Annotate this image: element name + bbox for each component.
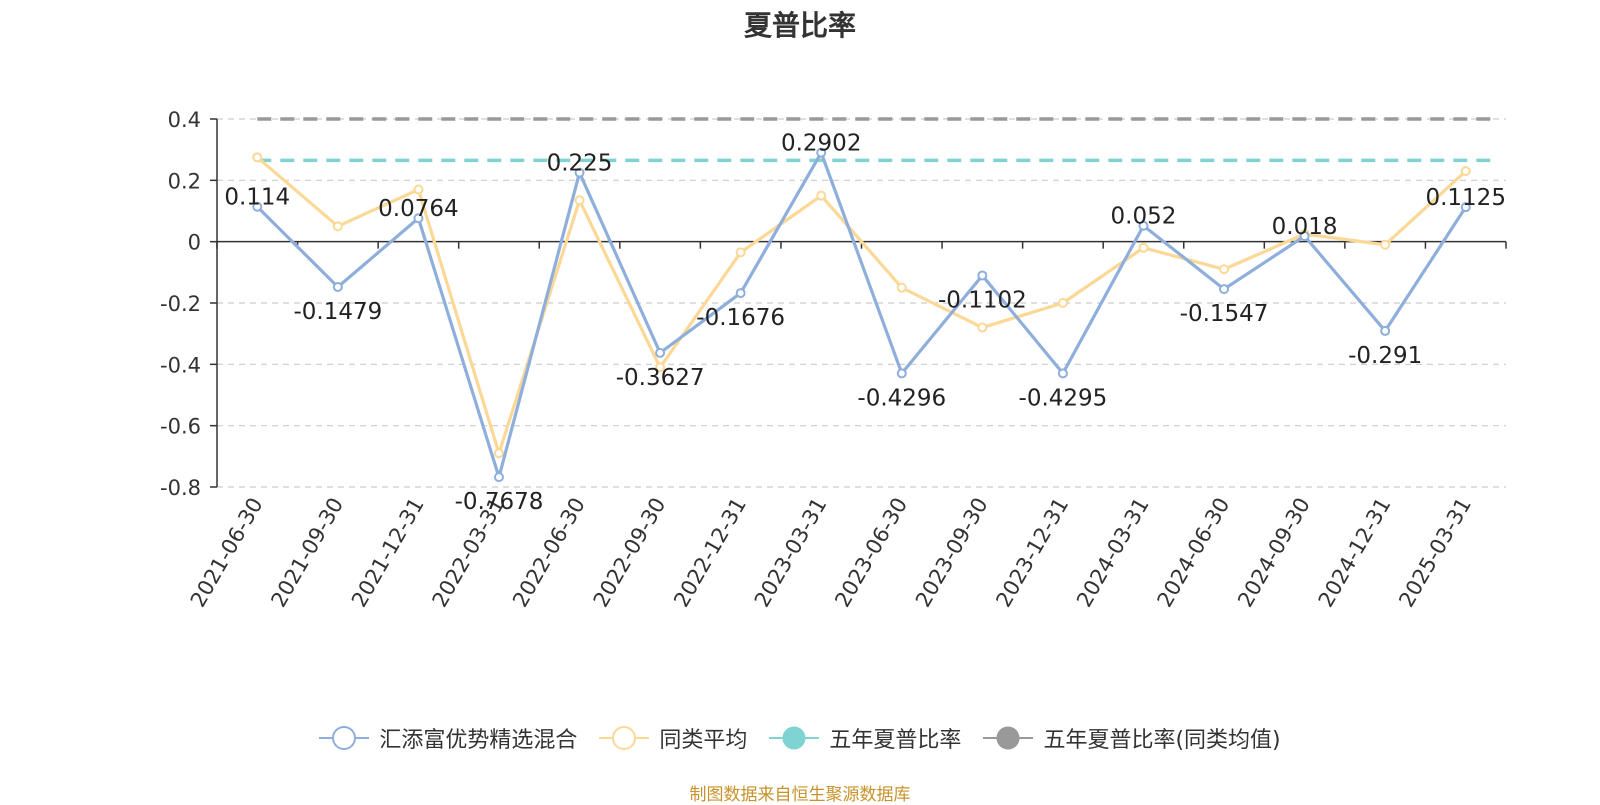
data-label: 0.225 bbox=[547, 151, 613, 177]
data-label: -0.4296 bbox=[857, 385, 946, 411]
legend-item[interactable]: 五年夏普比率 bbox=[769, 722, 961, 754]
series-line bbox=[256, 156, 1467, 455]
data-point bbox=[816, 147, 827, 158]
x-tick-label: 2021-06-30 bbox=[186, 494, 268, 612]
legend-marker-icon bbox=[983, 726, 1034, 750]
data-point bbox=[493, 448, 504, 459]
data-label: -0.4295 bbox=[1019, 385, 1108, 411]
y-tick-label: 0 bbox=[188, 231, 201, 255]
data-point bbox=[493, 472, 504, 483]
chart-title: 夏普比率 bbox=[743, 9, 856, 42]
data-point bbox=[1057, 368, 1068, 379]
series-line bbox=[256, 151, 1468, 479]
x-tick-label: 2023-03-31 bbox=[750, 494, 832, 612]
data-point bbox=[574, 195, 585, 206]
legend-item[interactable]: 汇添富优势精选混合 bbox=[319, 722, 577, 754]
data-labels: 0.114 -0.1479 0.0764 -0.7678 0.225 -0.3627 -0.… bbox=[224, 131, 1506, 515]
data-label: -0.1479 bbox=[293, 299, 382, 325]
data-point bbox=[413, 184, 424, 195]
data-point bbox=[1219, 284, 1230, 295]
x-tick-label: 2023-12-31 bbox=[991, 494, 1073, 612]
data-point bbox=[735, 288, 746, 299]
data-point bbox=[1380, 239, 1391, 250]
data-label: 0.1125 bbox=[1425, 185, 1505, 211]
x-tick-label: 2023-09-30 bbox=[911, 494, 993, 612]
y-tick-label: -0.4 bbox=[160, 353, 201, 377]
x-tick-label: 2022-12-31 bbox=[669, 494, 751, 612]
legend-marker-icon bbox=[319, 726, 370, 750]
data-label: 0.052 bbox=[1111, 204, 1177, 230]
legend-item[interactable]: 同类平均 bbox=[599, 722, 747, 754]
x-tick-label: 2021-12-31 bbox=[347, 494, 429, 612]
data-label: 0.0764 bbox=[378, 196, 458, 222]
data-point bbox=[413, 213, 424, 224]
legend-marker-icon bbox=[599, 726, 650, 750]
reference-lines bbox=[257, 117, 1494, 163]
data-point bbox=[1460, 202, 1471, 213]
legend-label: 汇添富优势精选混合 bbox=[379, 728, 578, 753]
source-note: 制图数据来自恒生聚源数据库 bbox=[689, 785, 911, 805]
y-tick-label: 0.2 bbox=[168, 169, 201, 193]
data-point bbox=[896, 368, 907, 379]
data-point bbox=[1138, 242, 1149, 253]
data-point bbox=[1138, 220, 1149, 231]
x-tick-label: 2022-09-30 bbox=[589, 494, 671, 612]
grid-layer bbox=[217, 118, 1506, 488]
legend-marker-icon bbox=[769, 726, 820, 750]
data-point bbox=[332, 221, 343, 232]
data-point bbox=[977, 270, 988, 281]
y-tick-label: -0.2 bbox=[160, 292, 201, 316]
data-label: 0.018 bbox=[1272, 214, 1338, 240]
data-label: 0.114 bbox=[224, 185, 290, 211]
data-point bbox=[332, 282, 343, 293]
data-point bbox=[655, 362, 666, 373]
series-layer bbox=[252, 147, 1471, 483]
data-point bbox=[1299, 231, 1310, 242]
data-point bbox=[252, 152, 263, 163]
x-tick-label: 2025-03-31 bbox=[1394, 494, 1476, 612]
data-point bbox=[655, 347, 666, 358]
data-point bbox=[977, 322, 988, 333]
data-point bbox=[1057, 298, 1068, 308]
x-tick-label: 2024-03-31 bbox=[1072, 494, 1154, 612]
data-point bbox=[1219, 264, 1230, 275]
data-point bbox=[252, 201, 263, 212]
legend-label: 同类平均 bbox=[659, 728, 748, 753]
data-label: -0.1676 bbox=[696, 305, 785, 331]
x-tick-label: 2024-12-31 bbox=[1314, 494, 1396, 612]
data-label: 0.2902 bbox=[781, 131, 861, 157]
data-label: -0.1102 bbox=[938, 287, 1027, 313]
data-label: -0.7678 bbox=[455, 489, 544, 515]
data-point bbox=[896, 282, 907, 293]
legend-label: 五年夏普比率(同类均值) bbox=[1043, 728, 1281, 753]
data-point bbox=[735, 247, 746, 258]
x-tick-label: 2024-06-30 bbox=[1153, 494, 1235, 612]
data-point bbox=[1380, 325, 1391, 336]
data-label: -0.3627 bbox=[616, 365, 705, 391]
x-tick-label: 2023-06-30 bbox=[830, 494, 912, 612]
y-tick-label: -0.8 bbox=[160, 476, 201, 500]
legend-item[interactable]: 五年夏普比率(同类均值) bbox=[983, 722, 1281, 754]
data-label: -0.291 bbox=[1348, 343, 1422, 369]
x-tick-label: 2024-09-30 bbox=[1233, 494, 1315, 612]
legend-label: 五年夏普比率 bbox=[829, 728, 962, 753]
y-tick-label: 0.4 bbox=[168, 108, 201, 132]
legend: 汇添富优势精选混合 同类平均 五年夏普比率 五年夏普比率(同类均值) bbox=[0, 722, 1600, 754]
data-point bbox=[574, 167, 585, 178]
data-point bbox=[816, 190, 827, 201]
data-point bbox=[1460, 166, 1471, 177]
x-tick-label: 2021-09-30 bbox=[266, 494, 348, 612]
y-tick-label: -0.6 bbox=[160, 415, 201, 439]
data-label: -0.1547 bbox=[1180, 301, 1269, 327]
